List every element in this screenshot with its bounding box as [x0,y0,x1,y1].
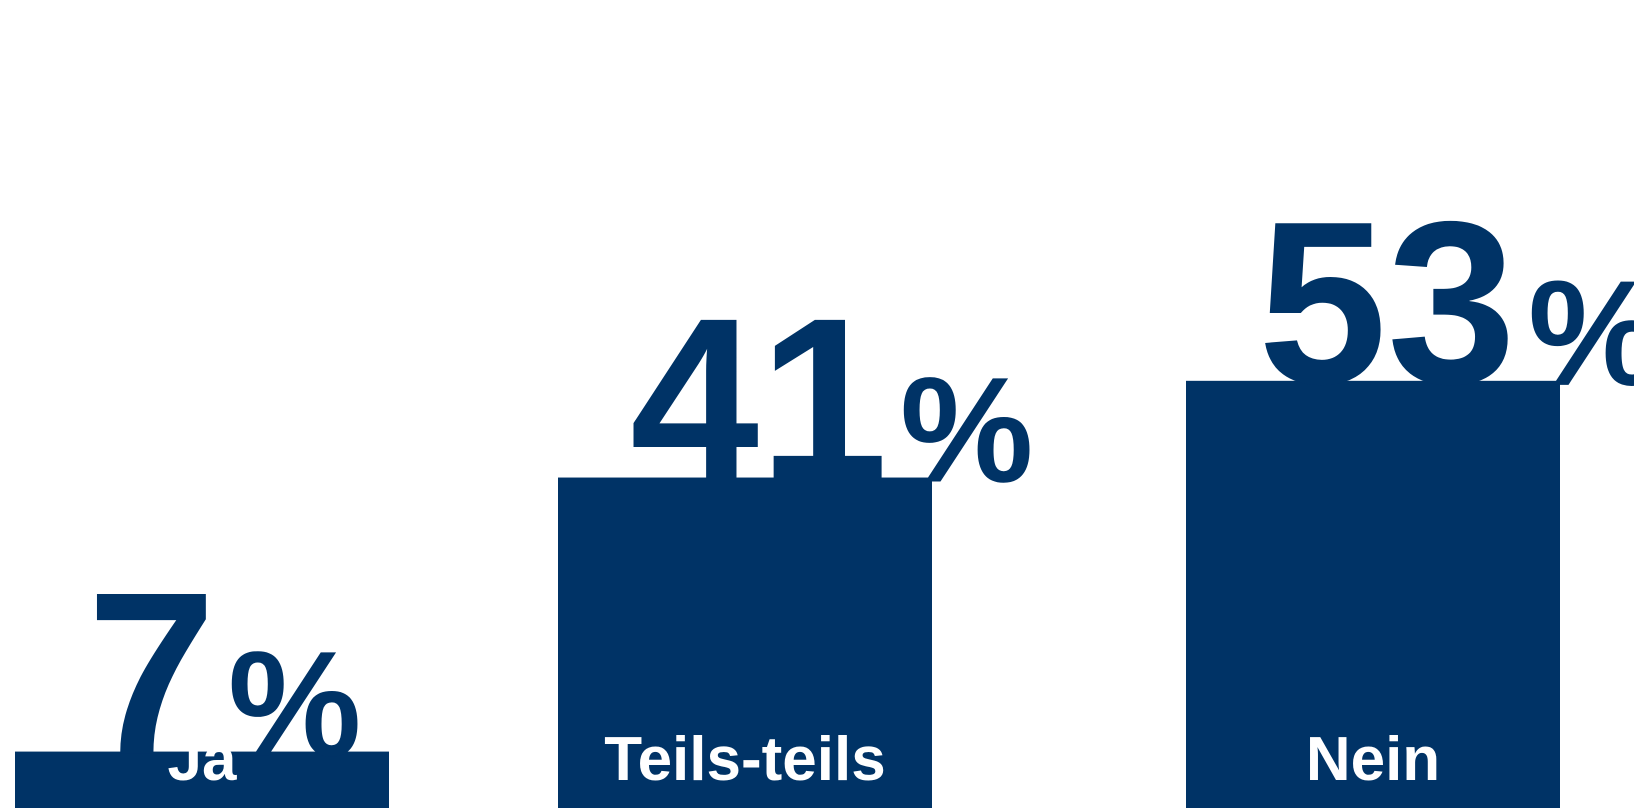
bar-ja [15,751,389,808]
category-label-nein: Nein [1306,725,1440,794]
value-label-nein: 53 % [1258,174,1634,433]
bar-teils-teils [558,477,932,808]
value-label-teils-teils-number: 41 [630,271,888,530]
value-label-nein-unit: % [1528,249,1634,417]
value-label-ja-number: 7 [87,545,216,804]
bar-nein [1186,380,1560,808]
category-label-ja: Ja [168,725,237,794]
value-label-nein-number: 53 [1258,174,1516,433]
value-label-teils-teils-unit: % [900,346,1033,514]
value-labels-layer: 7 % 41 % 53 % [87,174,1634,804]
bars-layer [15,380,1560,808]
value-label-ja-unit: % [228,620,361,788]
value-label-teils-teils: 41 % [630,271,1033,530]
category-labels-layer: Ja Teils-teils Nein [168,725,1441,794]
category-label-teils-teils: Teils-teils [604,725,885,794]
value-label-ja: 7 % [87,545,361,804]
